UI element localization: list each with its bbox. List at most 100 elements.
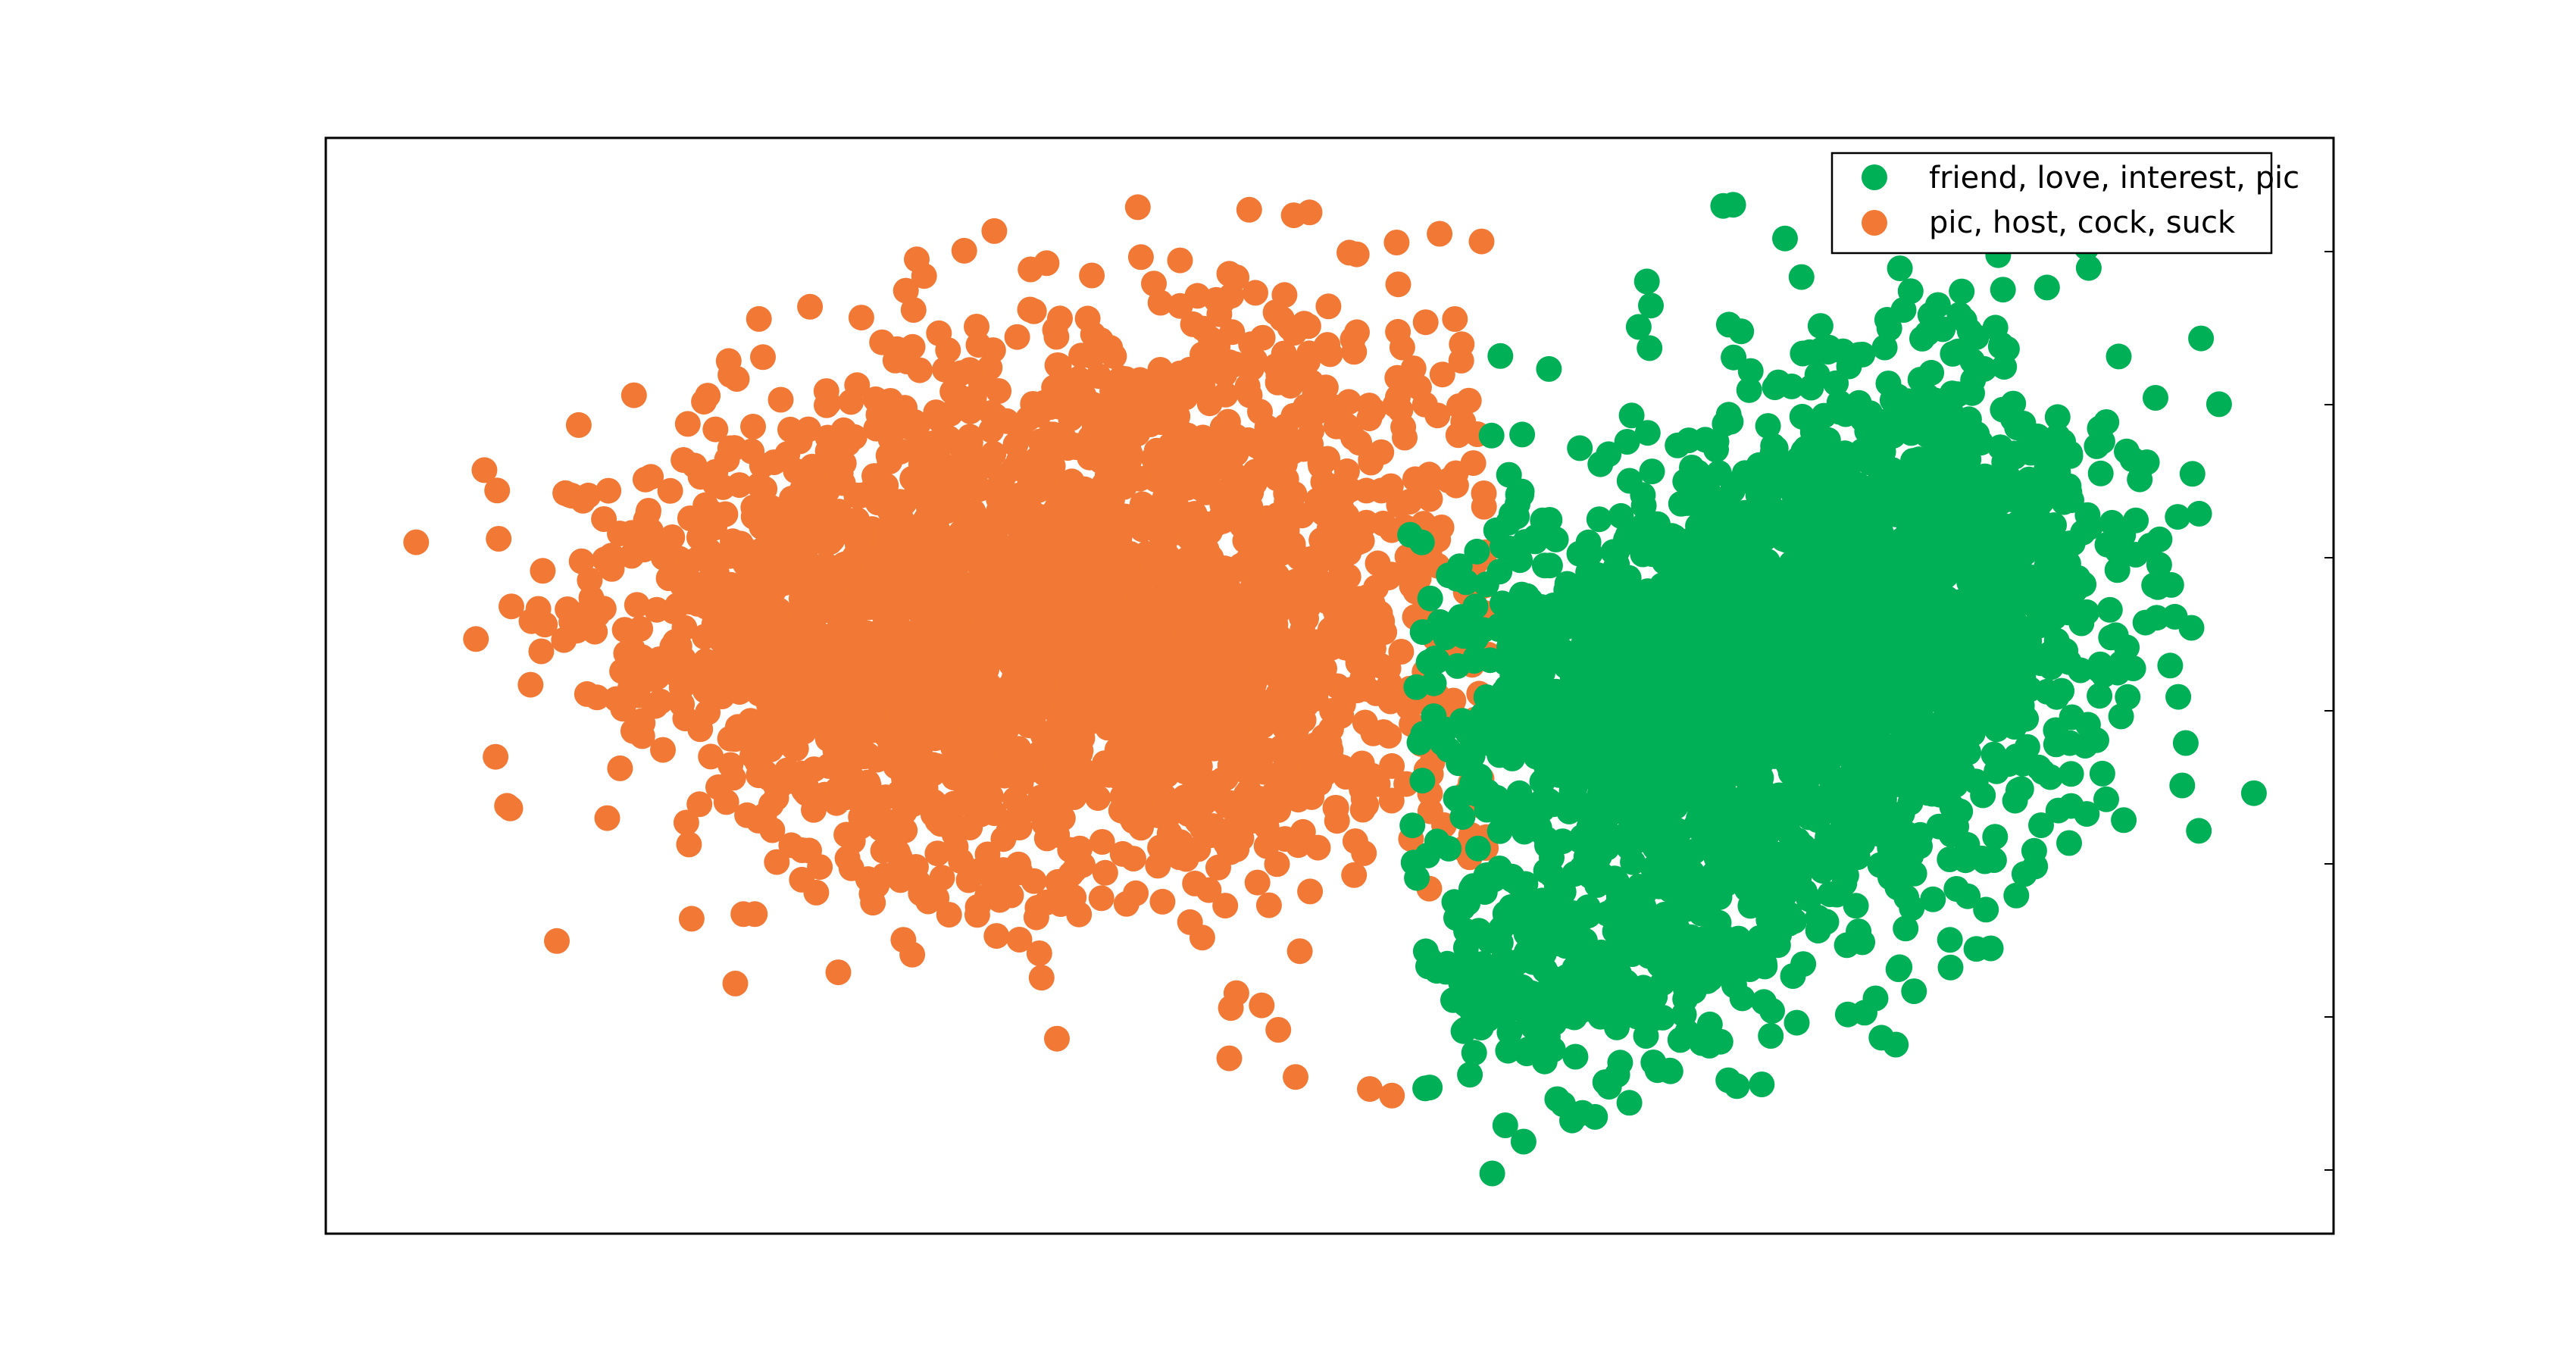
data-point bbox=[1024, 894, 1051, 921]
data-point bbox=[1293, 566, 1319, 593]
data-point bbox=[1901, 860, 1927, 887]
data-point bbox=[1924, 292, 1951, 318]
data-point bbox=[2169, 772, 2196, 799]
data-point bbox=[1973, 896, 1999, 923]
data-point bbox=[592, 546, 618, 573]
data-point bbox=[1124, 194, 1151, 221]
data-point bbox=[1892, 730, 1918, 756]
data-point bbox=[1315, 293, 1342, 320]
data-point bbox=[1218, 283, 1245, 309]
data-point bbox=[728, 618, 755, 645]
data-point bbox=[1736, 377, 1762, 403]
data-point bbox=[1305, 834, 1331, 861]
data-point bbox=[918, 546, 944, 573]
data-point bbox=[951, 237, 977, 264]
data-point bbox=[1487, 558, 1513, 585]
data-point bbox=[1182, 715, 1208, 741]
data-point bbox=[530, 558, 556, 584]
data-point bbox=[1212, 893, 1239, 919]
data-point bbox=[715, 348, 742, 374]
data-point bbox=[2158, 571, 2184, 598]
data-point bbox=[2165, 684, 2192, 710]
data-point bbox=[1240, 582, 1266, 608]
data-point bbox=[1167, 293, 1193, 319]
data-point bbox=[1340, 326, 1366, 352]
data-point bbox=[1074, 305, 1101, 332]
data-point bbox=[1516, 615, 1543, 641]
data-point bbox=[1468, 228, 1495, 255]
data-point bbox=[1521, 668, 1547, 694]
data-point bbox=[1136, 694, 1162, 720]
data-point bbox=[1094, 420, 1120, 446]
data-point bbox=[661, 598, 687, 624]
data-point bbox=[973, 574, 999, 601]
data-point bbox=[621, 382, 647, 408]
data-point bbox=[1197, 326, 1224, 352]
data-point bbox=[1553, 577, 1580, 603]
data-point bbox=[936, 902, 962, 928]
data-point bbox=[1514, 723, 1540, 749]
data-point bbox=[1262, 778, 1289, 804]
data-point bbox=[676, 831, 702, 858]
data-point bbox=[1094, 462, 1121, 489]
data-point bbox=[1386, 492, 1412, 518]
data-point bbox=[924, 808, 951, 834]
data-point bbox=[1447, 604, 1474, 630]
data-point bbox=[1846, 918, 1872, 945]
data-point bbox=[848, 305, 874, 331]
data-point bbox=[692, 492, 719, 518]
data-point bbox=[807, 854, 833, 881]
data-point bbox=[874, 565, 901, 592]
data-point bbox=[1352, 709, 1378, 736]
data-point bbox=[1328, 522, 1355, 549]
data-point bbox=[1234, 373, 1261, 399]
data-point bbox=[758, 791, 784, 818]
data-point bbox=[1509, 421, 1536, 448]
data-point bbox=[1319, 698, 1346, 724]
data-point bbox=[1375, 565, 1402, 591]
data-point bbox=[1223, 624, 1249, 651]
data-point bbox=[1099, 378, 1126, 405]
data-point bbox=[1949, 278, 1975, 305]
data-point bbox=[1024, 546, 1051, 573]
data-point bbox=[1105, 764, 1132, 790]
data-point bbox=[1244, 869, 1271, 896]
data-point bbox=[1655, 826, 1681, 852]
data-point bbox=[2096, 596, 2123, 623]
data-point bbox=[698, 743, 724, 770]
data-point bbox=[1333, 458, 1360, 484]
data-point bbox=[1109, 702, 1136, 728]
data-point bbox=[1240, 807, 1267, 834]
data-point bbox=[1639, 458, 1665, 485]
data-point bbox=[1265, 797, 1292, 823]
data-point bbox=[570, 601, 596, 627]
data-point bbox=[1429, 361, 1455, 388]
data-point bbox=[1907, 821, 1934, 848]
data-point bbox=[1187, 543, 1214, 569]
data-point bbox=[1399, 812, 1426, 839]
data-point bbox=[864, 872, 890, 899]
data-point bbox=[2114, 438, 2140, 465]
data-point bbox=[1217, 717, 1243, 743]
data-point bbox=[1885, 956, 1912, 982]
data-point bbox=[2074, 712, 2101, 738]
data-point bbox=[1026, 602, 1052, 629]
data-point bbox=[2003, 882, 2030, 909]
data-point bbox=[657, 477, 683, 504]
data-point bbox=[1265, 681, 1292, 708]
data-point bbox=[2186, 500, 2212, 527]
data-point bbox=[786, 428, 813, 455]
data-point bbox=[1349, 640, 1375, 666]
series-0-points bbox=[1397, 185, 2267, 1187]
data-point bbox=[1421, 670, 1447, 696]
data-point bbox=[2240, 780, 2267, 806]
data-point bbox=[575, 482, 602, 508]
data-point bbox=[2165, 504, 2191, 530]
data-point bbox=[620, 637, 646, 663]
data-point bbox=[990, 463, 1017, 490]
data-point bbox=[702, 416, 729, 443]
data-point bbox=[893, 277, 919, 304]
data-point bbox=[1062, 720, 1089, 746]
data-point bbox=[1379, 752, 1405, 779]
